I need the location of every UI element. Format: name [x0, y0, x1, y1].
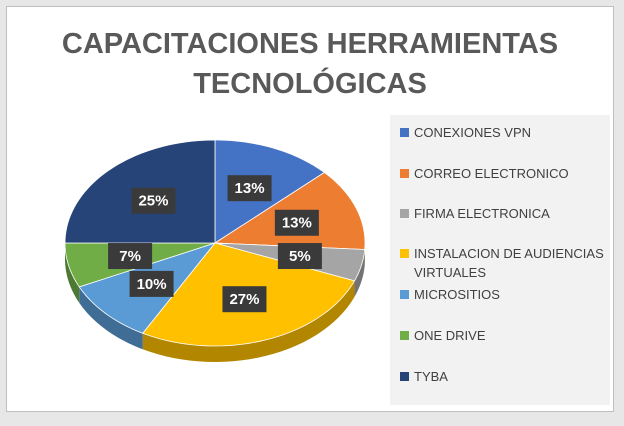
legend-label: CORREO ELECTRONICO	[414, 166, 569, 181]
data-label-box	[277, 243, 322, 270]
chart-title: CAPACITACIONES HERRAMIENTAS TECNOLÓGICAS	[61, 28, 559, 100]
legend-label: MICROSITIOS	[414, 287, 500, 302]
data-label-box	[222, 286, 267, 313]
data-label: 25%	[138, 193, 168, 210]
legend-item: CONEXIONES VPN	[400, 123, 605, 142]
legend-label: CONEXIONES VPN	[414, 125, 532, 140]
legend: CONEXIONES VPN CORREO ELECTRONICO FIRMA EL…	[390, 115, 610, 405]
slice-side	[79, 286, 143, 350]
data-label: 13%	[235, 180, 265, 197]
slice-side	[354, 249, 365, 297]
data-label-box	[227, 175, 272, 202]
data-label: 10%	[137, 276, 167, 293]
legend-label: INSTALACION DE AUDIENCIAS VIRTUALES	[414, 246, 604, 280]
data-label: 27%	[229, 291, 259, 308]
data-label-box	[274, 209, 319, 236]
legend-swatch	[400, 209, 409, 218]
data-label: 5%	[289, 248, 311, 265]
legend-item: FIRMA ELECTRONICA	[400, 204, 605, 223]
legend-item: CORREO ELECTRONICO	[400, 164, 605, 183]
legend-item: TYBA	[400, 367, 605, 386]
legend-item: MICROSITIOS	[400, 285, 605, 304]
data-label-box	[108, 243, 153, 270]
data-label-box	[129, 270, 174, 297]
legend-swatch	[400, 128, 409, 137]
legend-swatch	[400, 331, 409, 340]
legend-label: FIRMA ELECTRONICA	[414, 206, 550, 221]
slice-side	[142, 280, 355, 362]
data-label: 7%	[119, 248, 141, 265]
legend-swatch	[400, 249, 409, 258]
legend-label: TYBA	[414, 369, 448, 384]
legend-swatch	[400, 290, 409, 299]
legend-swatch	[400, 372, 409, 381]
slice-side	[65, 243, 80, 303]
legend-item: INSTALACION DE AUDIENCIAS VIRTUALES	[400, 244, 605, 282]
data-label-box	[131, 187, 176, 214]
data-label: 13%	[282, 215, 312, 232]
legend-swatch	[400, 169, 409, 178]
legend-label: ONE DRIVE	[414, 328, 486, 343]
legend-item: ONE DRIVE	[400, 326, 605, 345]
